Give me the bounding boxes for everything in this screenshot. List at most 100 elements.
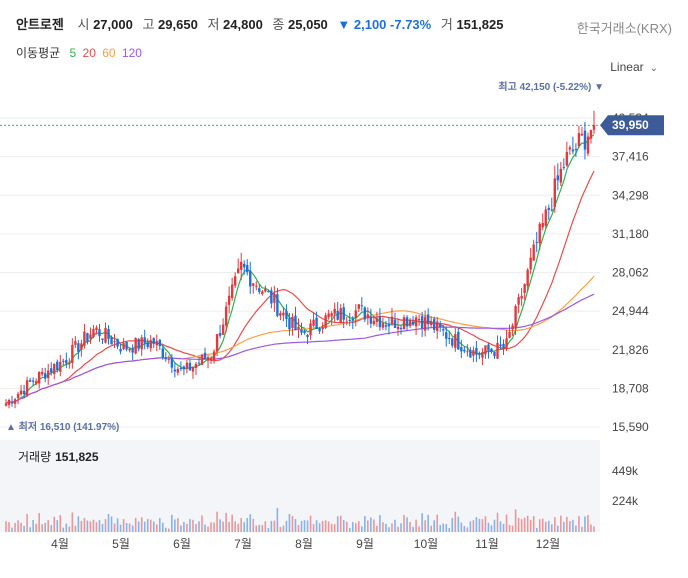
volume-bar — [207, 526, 209, 532]
volume-bar — [5, 521, 7, 532]
volume-bar — [225, 512, 227, 532]
candle-body — [264, 288, 267, 292]
ma-5-line — [5, 134, 595, 405]
candle-body — [65, 360, 68, 364]
candle-body — [333, 308, 336, 314]
volume-bar — [581, 526, 583, 532]
volume-bar — [584, 516, 586, 532]
volume-bar — [89, 521, 92, 532]
volume-bar — [514, 509, 517, 532]
candle-body — [261, 291, 264, 295]
volume-bar — [174, 519, 176, 532]
volume-bar — [312, 524, 315, 532]
volume-bar — [587, 515, 589, 532]
candle-body — [547, 207, 550, 210]
candle-body — [414, 317, 418, 327]
volume-bar — [228, 521, 230, 532]
volume-bar — [541, 518, 544, 532]
candle-body — [50, 368, 53, 373]
volume-bar — [569, 521, 571, 532]
volume-bar — [412, 526, 414, 532]
candle-body — [550, 209, 553, 211]
candle-body — [399, 327, 403, 330]
candle-body — [559, 168, 563, 183]
volume-bar — [261, 525, 264, 532]
x-tick-label: 9월 — [356, 537, 374, 551]
volume-bar — [216, 511, 218, 532]
volume-bar — [86, 520, 89, 532]
volume-bar — [50, 525, 53, 532]
x-tick-label: 7월 — [234, 537, 252, 551]
candle-body — [19, 390, 23, 395]
candle-body — [417, 319, 421, 321]
volume-bar — [348, 528, 351, 532]
candle-body — [436, 321, 439, 331]
candle-body — [188, 362, 192, 371]
candle-body — [107, 329, 110, 339]
volume-panel-bg — [0, 440, 600, 532]
x-tick-label: 5월 — [112, 537, 130, 551]
candle-body — [469, 349, 472, 358]
candle-body — [113, 341, 116, 343]
volume-bar — [291, 515, 294, 532]
candle-body — [86, 333, 89, 342]
volume-bar — [180, 525, 182, 532]
volume-bar — [113, 523, 116, 532]
candle-body — [116, 338, 119, 347]
volume-bar — [436, 514, 438, 532]
candle-body — [246, 265, 249, 273]
volume-bar — [234, 521, 236, 532]
candle-body — [22, 390, 26, 394]
x-tick-label: 6월 — [173, 537, 191, 551]
candle-body — [285, 310, 288, 320]
candle-body — [288, 318, 291, 330]
candle-body — [568, 147, 572, 150]
volume-bar — [481, 519, 484, 532]
volume-tick-label: 224k — [612, 494, 639, 508]
candle-body — [203, 352, 207, 359]
candle-body — [53, 364, 56, 374]
candle-body — [429, 320, 433, 326]
volume-bar — [44, 522, 46, 532]
candle-body — [321, 327, 324, 329]
candle-body — [408, 319, 412, 327]
candle-body — [360, 305, 364, 307]
candle-body — [345, 321, 348, 323]
candle-body — [502, 343, 505, 349]
scale-label: Linear — [610, 60, 644, 74]
volume-bar — [572, 519, 574, 532]
candle-body — [179, 367, 183, 369]
candle-body — [484, 345, 487, 355]
candle-body — [505, 338, 508, 348]
candle-body — [580, 133, 584, 136]
volume-bar — [415, 519, 417, 532]
volume-bar — [448, 528, 451, 532]
high-label: 고 — [142, 17, 155, 32]
volume-bar — [345, 521, 348, 532]
volume-bar — [240, 518, 242, 532]
candle-body — [457, 331, 460, 350]
candle-body — [28, 380, 32, 382]
candle-body — [249, 270, 252, 287]
candle-body — [481, 351, 484, 358]
ma-legend[interactable]: 이동평균 5 20 60 120 — [16, 44, 145, 61]
candle-body — [164, 357, 168, 360]
scale-dropdown[interactable]: Linear ⌄ — [610, 60, 658, 74]
volume-bar — [20, 522, 22, 532]
candle-body — [161, 348, 164, 358]
candle-body — [25, 380, 29, 396]
candle-body — [152, 338, 155, 344]
volume-bar — [409, 521, 411, 532]
volume-bar — [192, 519, 194, 532]
candle-body — [526, 269, 529, 287]
volume-bar — [566, 516, 568, 532]
candle-body — [583, 130, 587, 150]
candle-body — [221, 324, 225, 335]
volume-bar — [177, 518, 179, 532]
candle-body — [529, 257, 532, 270]
volume-bar — [309, 515, 312, 532]
candle-body — [131, 348, 134, 353]
volume-bar — [140, 517, 143, 532]
candle-body — [119, 348, 122, 352]
